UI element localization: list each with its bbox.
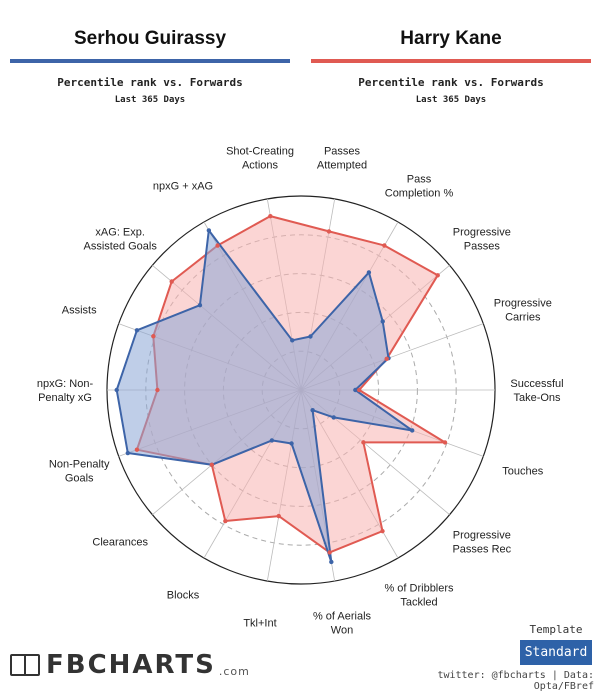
player2-color-bar (311, 59, 591, 63)
axis-label: npxG + xAG (153, 181, 213, 193)
player2-name: Harry Kane (400, 28, 502, 49)
data-point-series-1 (114, 387, 119, 393)
data-point-series-1 (308, 334, 313, 339)
player1-subtitle: Percentile rank vs. Forwards (57, 76, 243, 89)
player1-name: Serhou Guirassy (73, 28, 227, 49)
data-point-series-1 (197, 303, 203, 308)
player1-color-bar (10, 59, 290, 63)
axis-label-line: Goals (65, 473, 94, 485)
data-point-series-2 (384, 356, 389, 362)
axis-label-line: Clearances (92, 537, 148, 549)
data-point-series-2 (382, 243, 387, 248)
axis-label-line: Non-Penalty (49, 459, 110, 471)
axis-label: Tkl+Int (243, 617, 276, 629)
axis-label-line: % of Dribblers (384, 582, 454, 594)
data-point-series-1 (290, 338, 295, 343)
player2-subtitle: Percentile rank vs. Forwards (358, 76, 544, 89)
data-point-series-2 (223, 518, 228, 524)
axis-label: Clearances (92, 537, 148, 549)
axis-label: Progressive Carries (494, 297, 552, 323)
axis-label-line: Assisted Goals (84, 240, 158, 252)
player1-period: Last 365 Days (114, 95, 186, 105)
axis-label: Non-Penalty Goals (49, 459, 110, 485)
axis-label-line: Penalty xG (38, 392, 92, 404)
logo-suffix: .com (218, 664, 250, 678)
axis-label-line: Carries (505, 311, 541, 323)
data-point-series-2 (357, 387, 362, 393)
credits-text: twitter: @fbcharts | Data: Opta/FBref (437, 670, 594, 692)
fbcharts-logo: FBCHARTS .com (10, 648, 250, 682)
data-point-series-2 (268, 213, 273, 219)
data-point-series-2 (134, 447, 140, 452)
data-point-series-1 (289, 441, 294, 446)
data-point-series-1 (125, 450, 131, 456)
axis-label-line: npxG + xAG (153, 181, 213, 193)
axis-label-line: Pass (407, 174, 432, 186)
data-point-series-2 (209, 462, 215, 468)
axis-label-line: Progressive (494, 297, 552, 309)
axis-label-line: % of Aerials (313, 610, 372, 622)
data-point-series-2 (361, 440, 366, 445)
axis-label: Assists (62, 304, 97, 316)
pitch-icon (10, 654, 40, 676)
axis-label-line: Attempted (317, 160, 367, 172)
axis-label-line: Blocks (167, 589, 200, 601)
data-point-series-1 (310, 407, 315, 413)
data-point-series-2 (155, 387, 160, 393)
axis-label-line: Progressive (453, 530, 511, 542)
axis-label: Successful Take-Ons (510, 378, 563, 404)
axis-label: % of Aerials Won (313, 610, 372, 636)
data-point-series-2 (435, 273, 440, 278)
axis-label-line: Tkl+Int (243, 617, 276, 629)
data-point-series-1 (206, 228, 212, 233)
axis-label-line: Successful (510, 378, 563, 390)
data-point-series-2 (327, 550, 332, 555)
data-point-series-2 (442, 440, 448, 445)
axis-label-line: Won (331, 624, 353, 636)
axis-label: npxG: Non- Penalty xG (37, 378, 94, 404)
axis-label-line: Completion % (385, 188, 454, 200)
axis-label-line: Passes (324, 146, 361, 158)
axis-label: Pass Completion % (385, 174, 454, 200)
data-point-series-2 (326, 229, 332, 234)
axis-label: Blocks (167, 589, 200, 601)
axis-label-line: Passes (464, 240, 501, 252)
axis-label-line: Assists (62, 304, 97, 316)
data-point-series-2 (380, 528, 385, 534)
axis-label-line: xAG: Exp. (95, 226, 145, 238)
data-point-series-1 (331, 415, 336, 420)
data-point-series-1 (380, 319, 385, 324)
data-point-series-2 (215, 243, 220, 248)
data-point-series-1 (134, 328, 140, 333)
axis-label: Shot-Creating Actions (226, 146, 294, 172)
data-point-series-1 (410, 428, 415, 433)
axis-label-line: Touches (502, 466, 543, 478)
axis-label-line: Tackled (400, 596, 437, 608)
axis-label: Passes Attempted (317, 146, 367, 172)
axis-label: Touches (502, 466, 543, 478)
data-point-series-2 (151, 334, 156, 339)
template-standard-button[interactable]: Standard (520, 640, 592, 665)
axis-label-line: Shot-Creating (226, 146, 294, 158)
axis-label: Progressive Passes Rec (452, 530, 511, 556)
data-point-series-1 (329, 559, 334, 565)
axis-label-line: Progressive (453, 226, 511, 238)
axis-label-line: npxG: Non- (37, 378, 94, 390)
logo-text: FBCHARTS (46, 650, 216, 680)
axis-label-line: Actions (242, 160, 279, 172)
data-point-series-1 (269, 438, 275, 443)
data-point-series-2 (169, 279, 174, 284)
template-label: Template (529, 623, 583, 636)
axis-label-line: Take-Ons (513, 392, 561, 404)
player2-period: Last 365 Days (415, 95, 487, 105)
data-point-series-1 (366, 270, 372, 275)
axis-label: % of Dribblers Tackled (384, 582, 454, 608)
axis-label: Progressive Passes (453, 226, 511, 252)
axis-label: xAG: Exp. Assisted Goals (84, 226, 158, 252)
data-point-series-2 (276, 513, 281, 519)
data-point-series-1 (353, 387, 358, 393)
axis-label-line: Passes Rec (452, 544, 511, 556)
